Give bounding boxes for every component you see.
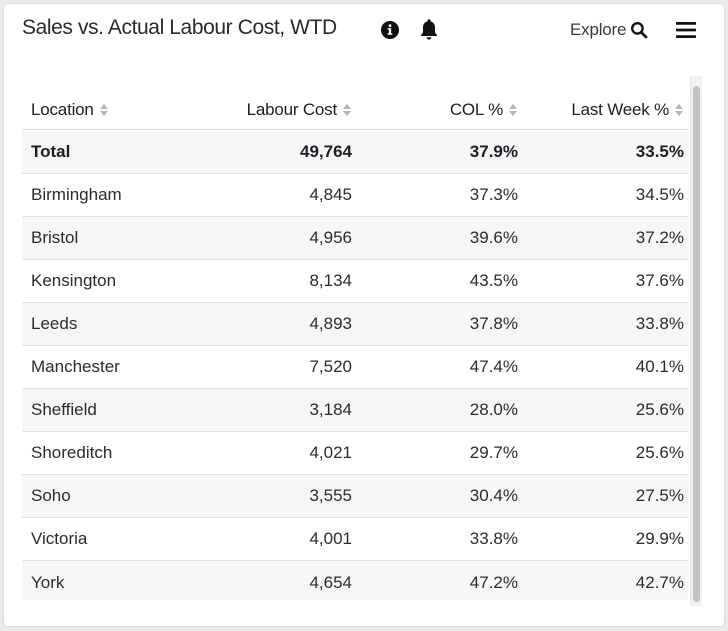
cell-labour-cost: 3,184 <box>309 400 352 419</box>
cell-location: Manchester <box>31 357 120 376</box>
cell-labour-cost: 49,764 <box>300 142 352 161</box>
cell-last-week-percent: 25.6% <box>635 443 684 462</box>
column-header-label: Labour Cost <box>246 99 338 119</box>
sort-icon <box>99 103 108 116</box>
cell-location: Sheffield <box>31 400 97 419</box>
cell-col-percent: 47.4% <box>469 357 518 376</box>
search-icon <box>631 22 648 39</box>
table-row: York 4,654 47.2% 42.7% <box>22 561 688 600</box>
cell-last-week-percent: 33.5% <box>635 142 684 161</box>
cell-labour-cost: 4,654 <box>309 572 352 592</box>
cell-col-percent: 29.7% <box>469 443 518 462</box>
cell-last-week-percent: 25.6% <box>635 400 684 419</box>
cell-location: Total <box>31 142 71 161</box>
cell-last-week-percent: 37.6% <box>635 271 684 290</box>
cell-location: Birmingham <box>31 185 122 204</box>
widget-card: Sales vs. Actual Labour Cost, WTD Explor… <box>4 4 724 626</box>
table-row: Soho 3,555 30.4% 27.5% <box>22 475 688 518</box>
cell-location: Victoria <box>31 529 88 548</box>
table-row: Sheffield 3,184 28.0% 25.6% <box>22 389 688 432</box>
cell-labour-cost: 4,956 <box>309 228 352 247</box>
cell-col-percent: 28.0% <box>469 400 518 419</box>
cell-col-percent: 43.5% <box>469 271 518 290</box>
cell-last-week-percent: 27.5% <box>635 486 684 505</box>
cell-col-percent: 33.8% <box>469 529 518 548</box>
cell-location: Shoreditch <box>31 443 113 462</box>
cell-location: Kensington <box>31 271 117 290</box>
column-header-label: COL % <box>449 99 503 119</box>
table-row: Manchester 7,520 47.4% 40.1% <box>22 346 688 389</box>
table-total-row: Total 49,764 37.9% 33.5% <box>22 131 688 174</box>
cell-location: Soho <box>31 486 71 505</box>
cell-labour-cost: 4,893 <box>309 314 352 333</box>
data-table: Location Labour Cost COL % Last Week % T… <box>22 74 688 600</box>
cell-labour-cost: 7,520 <box>309 357 352 376</box>
cell-col-percent: 37.3% <box>469 185 518 204</box>
column-header-label: Last Week % <box>571 99 669 119</box>
cell-last-week-percent: 33.8% <box>635 314 684 333</box>
bell-icon[interactable] <box>418 17 440 41</box>
cell-col-percent: 30.4% <box>469 486 518 505</box>
cell-col-percent: 39.6% <box>469 228 518 247</box>
cell-labour-cost: 4,001 <box>309 529 352 548</box>
table-header-row: Location Labour Cost COL % Last Week % <box>22 90 688 130</box>
column-header-label: Location <box>31 99 94 119</box>
table-row: Victoria 4,001 33.8% 29.9% <box>22 518 688 561</box>
cell-last-week-percent: 29.9% <box>635 529 684 548</box>
cell-last-week-percent: 40.1% <box>635 357 684 376</box>
cell-labour-cost: 4,845 <box>309 185 352 204</box>
cell-labour-cost: 8,134 <box>309 271 352 290</box>
cell-last-week-percent: 37.2% <box>635 228 684 247</box>
column-header-last-week-percent[interactable]: Last Week % <box>571 90 684 129</box>
widget-header: Sales vs. Actual Labour Cost, WTD Explor… <box>4 4 724 54</box>
cell-labour-cost: 4,021 <box>309 443 352 462</box>
cell-col-percent: 37.9% <box>469 142 518 161</box>
explore-button[interactable]: Explore <box>570 19 648 41</box>
column-header-col-percent[interactable]: COL % <box>450 90 518 129</box>
table-row: Birmingham 4,845 37.3% 34.5% <box>22 174 688 217</box>
cell-col-percent: 47.2% <box>469 572 518 592</box>
cell-location: York <box>31 572 65 592</box>
scrollbar-thumb[interactable] <box>693 86 700 602</box>
cell-last-week-percent: 42.7% <box>635 572 684 592</box>
table-row: Kensington 8,134 43.5% 37.6% <box>22 260 688 303</box>
info-icon[interactable] <box>380 20 400 40</box>
column-header-location[interactable]: Location <box>31 90 109 129</box>
cell-location: Bristol <box>31 228 79 247</box>
sort-icon <box>343 103 351 116</box>
cell-last-week-percent: 34.5% <box>635 185 684 204</box>
cell-labour-cost: 3,555 <box>309 486 352 505</box>
cell-col-percent: 37.8% <box>469 314 518 333</box>
table-row: Leeds 4,893 37.8% 33.8% <box>22 303 688 346</box>
table-row: Bristol 4,956 39.6% 37.2% <box>22 217 688 260</box>
column-header-labour-cost[interactable]: Labour Cost <box>247 90 352 129</box>
sort-icon <box>509 103 517 116</box>
hamburger-menu-icon[interactable] <box>674 19 698 41</box>
explore-label: Explore <box>570 20 627 39</box>
widget-title: Sales vs. Actual Labour Cost, WTD <box>22 16 337 39</box>
cell-location: Leeds <box>31 314 78 333</box>
sort-icon <box>675 103 683 116</box>
table-row: Shoreditch 4,021 29.7% 25.6% <box>22 432 688 475</box>
